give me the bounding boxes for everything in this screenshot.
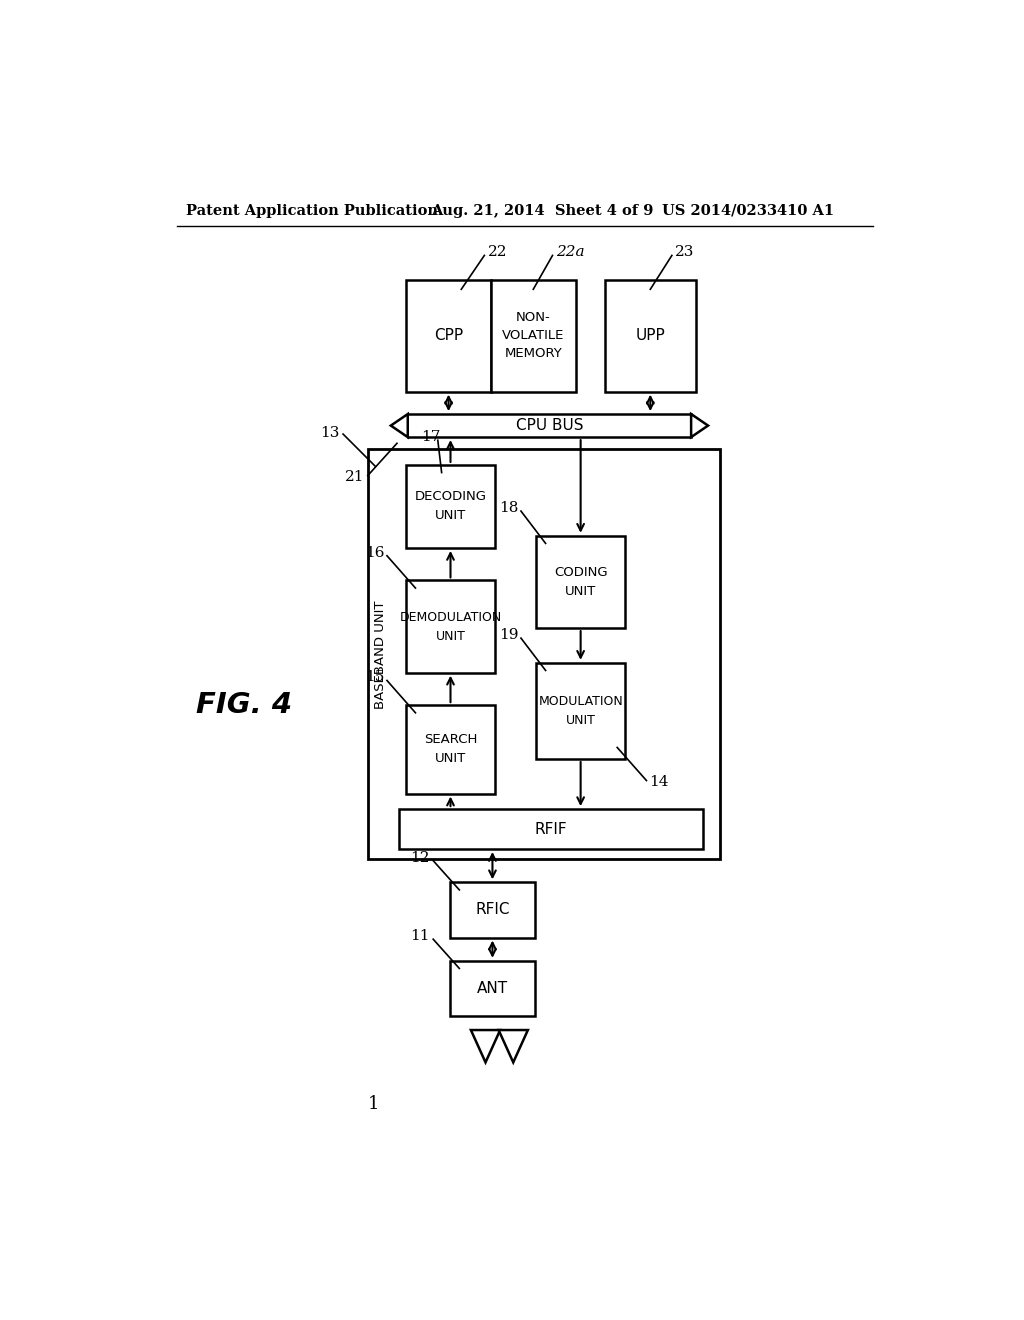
Bar <box>490 280 575 392</box>
Text: 21: 21 <box>345 470 365 484</box>
Text: 11: 11 <box>411 929 430 942</box>
Bar <box>605 280 695 392</box>
Text: 22a: 22a <box>556 246 585 259</box>
Text: MODULATION
UNIT: MODULATION UNIT <box>539 694 623 727</box>
Text: ANT: ANT <box>477 981 508 997</box>
Text: 14: 14 <box>649 775 669 789</box>
Bar <box>451 882 535 937</box>
Text: 22: 22 <box>487 246 507 259</box>
Text: 18: 18 <box>500 502 518 515</box>
Text: CPP: CPP <box>434 329 463 343</box>
Text: Patent Application Publication: Patent Application Publication <box>186 203 438 218</box>
Text: RFIF: RFIF <box>535 821 567 837</box>
Text: SEARCH
UNIT: SEARCH UNIT <box>424 734 477 766</box>
Bar <box>398 809 702 849</box>
Text: Aug. 21, 2014  Sheet 4 of 9: Aug. 21, 2014 Sheet 4 of 9 <box>431 203 653 218</box>
Bar <box>368 449 720 859</box>
Bar <box>451 961 535 1016</box>
Text: 16: 16 <box>366 545 385 560</box>
Bar <box>537 663 625 759</box>
Polygon shape <box>391 414 408 437</box>
Polygon shape <box>471 1030 500 1063</box>
Text: 15: 15 <box>366 671 385 684</box>
Polygon shape <box>691 414 708 437</box>
Bar <box>537 536 625 628</box>
Text: NON-
VOLATILE
MEMORY: NON- VOLATILE MEMORY <box>502 312 564 360</box>
Bar <box>407 280 490 392</box>
Text: 1: 1 <box>368 1096 379 1113</box>
Text: 19: 19 <box>499 628 518 642</box>
Text: UPP: UPP <box>636 329 666 343</box>
Text: CODING
UNIT: CODING UNIT <box>554 566 607 598</box>
Text: DECODING
UNIT: DECODING UNIT <box>415 491 486 523</box>
Text: US 2014/0233410 A1: US 2014/0233410 A1 <box>662 203 834 218</box>
Text: BASEBAND UNIT: BASEBAND UNIT <box>374 601 386 709</box>
Bar <box>408 414 691 437</box>
Text: DEMODULATION
UNIT: DEMODULATION UNIT <box>399 611 502 643</box>
Text: FIG. 4: FIG. 4 <box>197 692 293 719</box>
Text: 13: 13 <box>321 425 340 440</box>
Bar <box>407 465 495 548</box>
Bar <box>407 581 495 673</box>
Polygon shape <box>499 1030 528 1063</box>
Text: 12: 12 <box>411 850 430 865</box>
Text: 17: 17 <box>421 430 440 444</box>
Text: RFIC: RFIC <box>475 903 510 917</box>
Bar <box>407 705 495 793</box>
Text: CPU BUS: CPU BUS <box>516 418 584 433</box>
Text: 23: 23 <box>675 246 694 259</box>
